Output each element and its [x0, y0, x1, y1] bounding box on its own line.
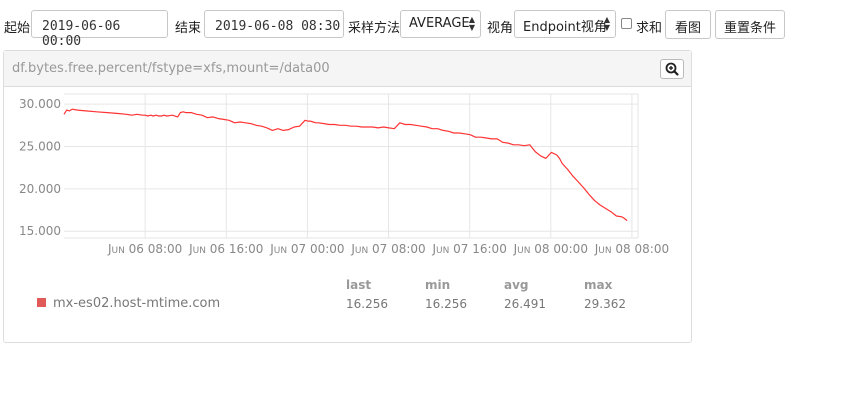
- start-time-input[interactable]: 2019-06-06 00:00: [31, 10, 168, 49]
- legend-value-max: 29.362: [584, 297, 626, 311]
- sample-method-select[interactable]: AVERAGE ▲ ▼: [400, 10, 481, 38]
- view-label: 视角: [487, 21, 514, 36]
- y-tick-label: 15.000: [19, 224, 61, 238]
- sample-method-label: 采样方法: [348, 21, 401, 36]
- y-tick-label: 30.000: [19, 97, 61, 111]
- x-axis: JUN 06 08:00 JUN 06 16:00 JUN 07 00:00 JUN …: [107, 242, 669, 256]
- end-time-label: 结束: [175, 21, 202, 36]
- x-tick-label: JUN 07 08:00: [350, 242, 425, 256]
- y-tick-label: 20.000: [19, 182, 61, 196]
- x-tick-label: JUN 07 16:00: [431, 242, 506, 256]
- x-tick-label: JUN 08 08:00: [594, 242, 669, 256]
- view-graph-button[interactable]: 看图: [665, 10, 711, 39]
- legend-value-avg: 26.491: [504, 297, 546, 311]
- y-tick-label: 25.000: [19, 140, 61, 154]
- view-select[interactable]: Endpoint视角 ▲ ▼: [514, 10, 616, 38]
- series-color-swatch: [37, 298, 46, 307]
- zoom-button[interactable]: [660, 59, 684, 79]
- start-time-label: 起始: [4, 21, 31, 36]
- y-axis: 15.000 20.000 25.000 30.000: [19, 97, 61, 238]
- select-arrows-icon: ▲ ▼: [603, 15, 610, 32]
- zoom-in-icon: [665, 62, 679, 76]
- x-tick-label: JUN 06 16:00: [188, 242, 263, 256]
- legend-header-avg: avg: [504, 278, 529, 292]
- sample-method-value: AVERAGE: [409, 16, 470, 31]
- panel-title: df.bytes.free.percent/fstype=xfs,mount=/…: [12, 61, 330, 76]
- graph-panel: df.bytes.free.percent/fstype=xfs,mount=/…: [3, 50, 692, 343]
- legend-table: last min avg max mx-es02.host-mtime.com …: [4, 51, 691, 341]
- x-tick-label: JUN 07 00:00: [269, 242, 344, 256]
- legend-header-last: last: [346, 278, 372, 292]
- chart-grid: [64, 93, 639, 239]
- legend-value-last: 16.256: [346, 297, 388, 311]
- end-time-input[interactable]: 2019-06-08 08:30: [204, 10, 344, 38]
- query-toolbar: 起始 2019-06-06 00:00 结束 2019-06-08 08:30 …: [0, 0, 862, 50]
- legend-header-min: min: [425, 278, 451, 292]
- series-lines: [63, 108, 628, 222]
- sum-checkbox[interactable]: [621, 18, 632, 29]
- panel-header: df.bytes.free.percent/fstype=xfs,mount=/…: [4, 51, 691, 87]
- legend-value-min: 16.256: [425, 297, 467, 311]
- x-tick-label: JUN 06 08:00: [107, 242, 182, 256]
- legend-series-name: mx-es02.host-mtime.com: [53, 296, 221, 311]
- reset-conditions-button[interactable]: 重置条件: [715, 10, 785, 39]
- series-line: [63, 108, 628, 222]
- select-arrows-icon: ▲ ▼: [468, 15, 475, 32]
- x-tick-label: JUN 08 00:00: [513, 242, 588, 256]
- sum-label: 求和: [636, 21, 663, 36]
- view-value: Endpoint视角: [523, 20, 607, 35]
- legend-header-max: max: [584, 278, 613, 292]
